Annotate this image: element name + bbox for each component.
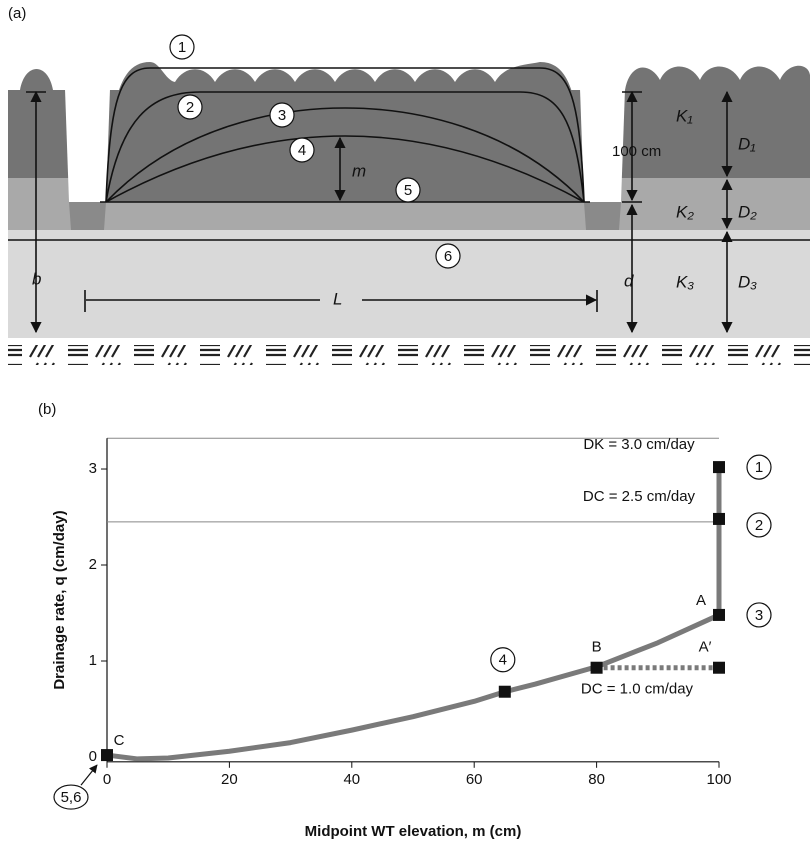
ditch	[580, 89, 625, 202]
mound	[106, 62, 584, 202]
circle-label: 6	[444, 248, 452, 265]
layer-d: D₂	[738, 202, 757, 221]
point-label: A	[696, 592, 706, 609]
x-axis-label: Midpoint WT elevation, m (cm)	[305, 823, 522, 840]
circle-label: 4	[298, 142, 306, 159]
x-tick-label: 100	[706, 771, 731, 788]
layer-d: D₁	[738, 134, 756, 153]
layer-k: K₃	[676, 272, 694, 291]
x-tick-label: 20	[221, 771, 238, 788]
point-marker	[713, 608, 725, 621]
circle-marker	[169, 34, 195, 60]
point-note: DC = 2.5 cm/day	[583, 488, 696, 505]
water-table-3	[105, 107, 585, 203]
dim-label: m	[352, 161, 366, 180]
panel-a: (a)	[8, 5, 810, 365]
ditch	[65, 89, 110, 202]
x-tick-label: 40	[343, 771, 360, 788]
point-marker	[713, 661, 725, 674]
layer-k: K₁	[676, 106, 693, 125]
point-label: B	[592, 639, 602, 656]
drainage-curve	[106, 467, 722, 762]
circle-label: 1	[178, 39, 186, 56]
layer-3	[8, 230, 810, 338]
circle-label: 4	[499, 652, 507, 669]
water-table-2	[105, 91, 585, 203]
y-axis-label: Drainage rate, q (cm/day)	[51, 510, 68, 689]
water-table-1	[105, 67, 585, 203]
x-tick-label: 80	[588, 771, 605, 788]
layer-d: D₃	[738, 272, 757, 291]
dim-label: b	[32, 269, 41, 288]
circle-marker	[746, 602, 772, 628]
circle-label: 2	[186, 99, 194, 116]
circle-marker	[746, 512, 772, 538]
point-note: DK = 3.0 cm/day	[583, 436, 695, 453]
ditch-water	[584, 202, 621, 230]
tick	[26, 91, 642, 312]
circle-label: 5	[404, 182, 412, 199]
circle-label: 5,6	[61, 789, 82, 806]
layer-k: K₂	[676, 202, 694, 221]
point-note: DC = 1.0 cm/day	[581, 681, 694, 698]
circle-label: 1	[755, 459, 763, 476]
bump	[625, 65, 810, 90]
circle-label: 3	[278, 107, 286, 124]
bump	[8, 69, 53, 90]
dim-label: L	[333, 289, 342, 308]
circle-marker	[395, 177, 421, 203]
x-tick-label: 0	[103, 771, 111, 788]
panel-label: (b)	[38, 401, 56, 418]
y-tick-label: 2	[89, 556, 97, 573]
circle-label: 2	[755, 517, 763, 534]
point-marker	[590, 661, 603, 674]
x-tick-label: 60	[466, 771, 483, 788]
circle-marker	[746, 454, 772, 480]
point-label: C	[114, 732, 125, 749]
circle-marker	[490, 647, 516, 673]
panel-label: (a)	[8, 5, 26, 22]
circle-label: 3	[755, 607, 763, 624]
pointer-arrow	[80, 764, 98, 786]
circle-marker	[269, 102, 295, 128]
ditch-water	[69, 202, 106, 230]
dim-label: 100 cm	[612, 143, 661, 160]
y-tick-label: 1	[89, 652, 97, 669]
ground-hatch	[8, 345, 810, 365]
point-marker	[101, 749, 113, 762]
dim-label: d	[624, 271, 634, 290]
point-label: A′	[699, 639, 712, 656]
point-marker	[498, 685, 511, 698]
point-marker	[713, 512, 725, 525]
y-tick-label: 0	[89, 748, 97, 765]
circle-marker	[435, 243, 461, 269]
circle-marker	[289, 137, 315, 163]
water-table-4	[105, 135, 585, 203]
y-tick-label: 3	[89, 460, 97, 477]
point-marker	[713, 461, 725, 474]
circle-marker	[177, 94, 203, 120]
circle-marker	[53, 784, 89, 810]
